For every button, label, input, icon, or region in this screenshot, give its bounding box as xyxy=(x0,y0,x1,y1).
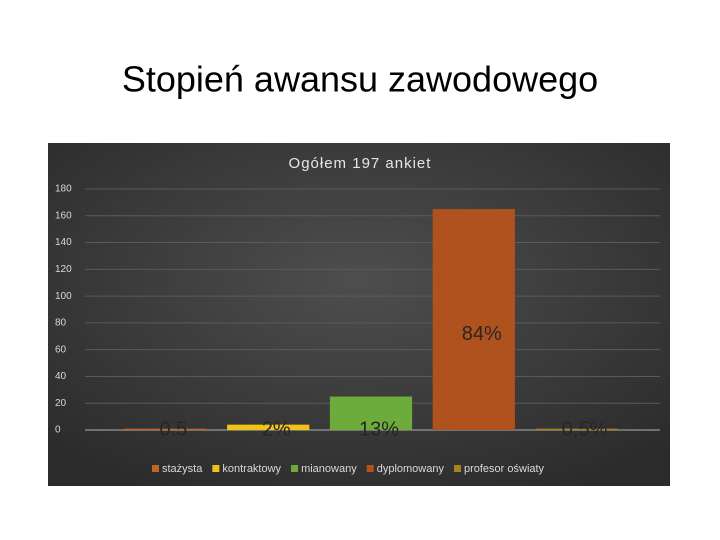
legend-swatch xyxy=(291,465,299,472)
y-tick-label: 0 xyxy=(55,425,61,436)
bar xyxy=(227,424,310,430)
y-tick-label: 100 xyxy=(55,291,72,302)
data-annotation: 2% xyxy=(262,418,291,440)
slide-title: Stopień awansu zawodowego xyxy=(122,59,598,100)
y-tick-label: 60 xyxy=(55,344,67,355)
chart-title: Ogółem 197 ankiet xyxy=(289,155,432,172)
y-tick-label: 180 xyxy=(55,184,72,195)
legend-swatch xyxy=(152,465,159,472)
y-tick-label: 40 xyxy=(55,371,67,382)
bar xyxy=(535,428,618,430)
data-annotation: 13% xyxy=(359,418,399,440)
bar xyxy=(329,396,413,430)
legend-swatch xyxy=(212,465,220,472)
legend-swatch xyxy=(453,465,461,472)
bar xyxy=(124,428,207,430)
legend-label: stażysta xyxy=(162,463,203,475)
y-tick-label: 140 xyxy=(55,237,72,248)
bar xyxy=(432,209,515,430)
legend-label: profesor oświaty xyxy=(464,463,545,475)
legend-label: kontraktowy xyxy=(222,463,281,475)
legend-label: mianowany xyxy=(301,463,357,475)
y-tick-label: 120 xyxy=(55,264,72,275)
legend-label: dyplomowany xyxy=(377,463,445,475)
data-annotation: 0.5 xyxy=(159,418,187,440)
y-tick-label: 160 xyxy=(55,210,72,221)
y-tick-label: 80 xyxy=(55,318,67,329)
data-annotation: 84% xyxy=(462,323,502,345)
data-annotation: 0,5% xyxy=(562,418,608,440)
legend-swatch xyxy=(366,465,374,472)
y-tick-label: 20 xyxy=(55,398,67,409)
